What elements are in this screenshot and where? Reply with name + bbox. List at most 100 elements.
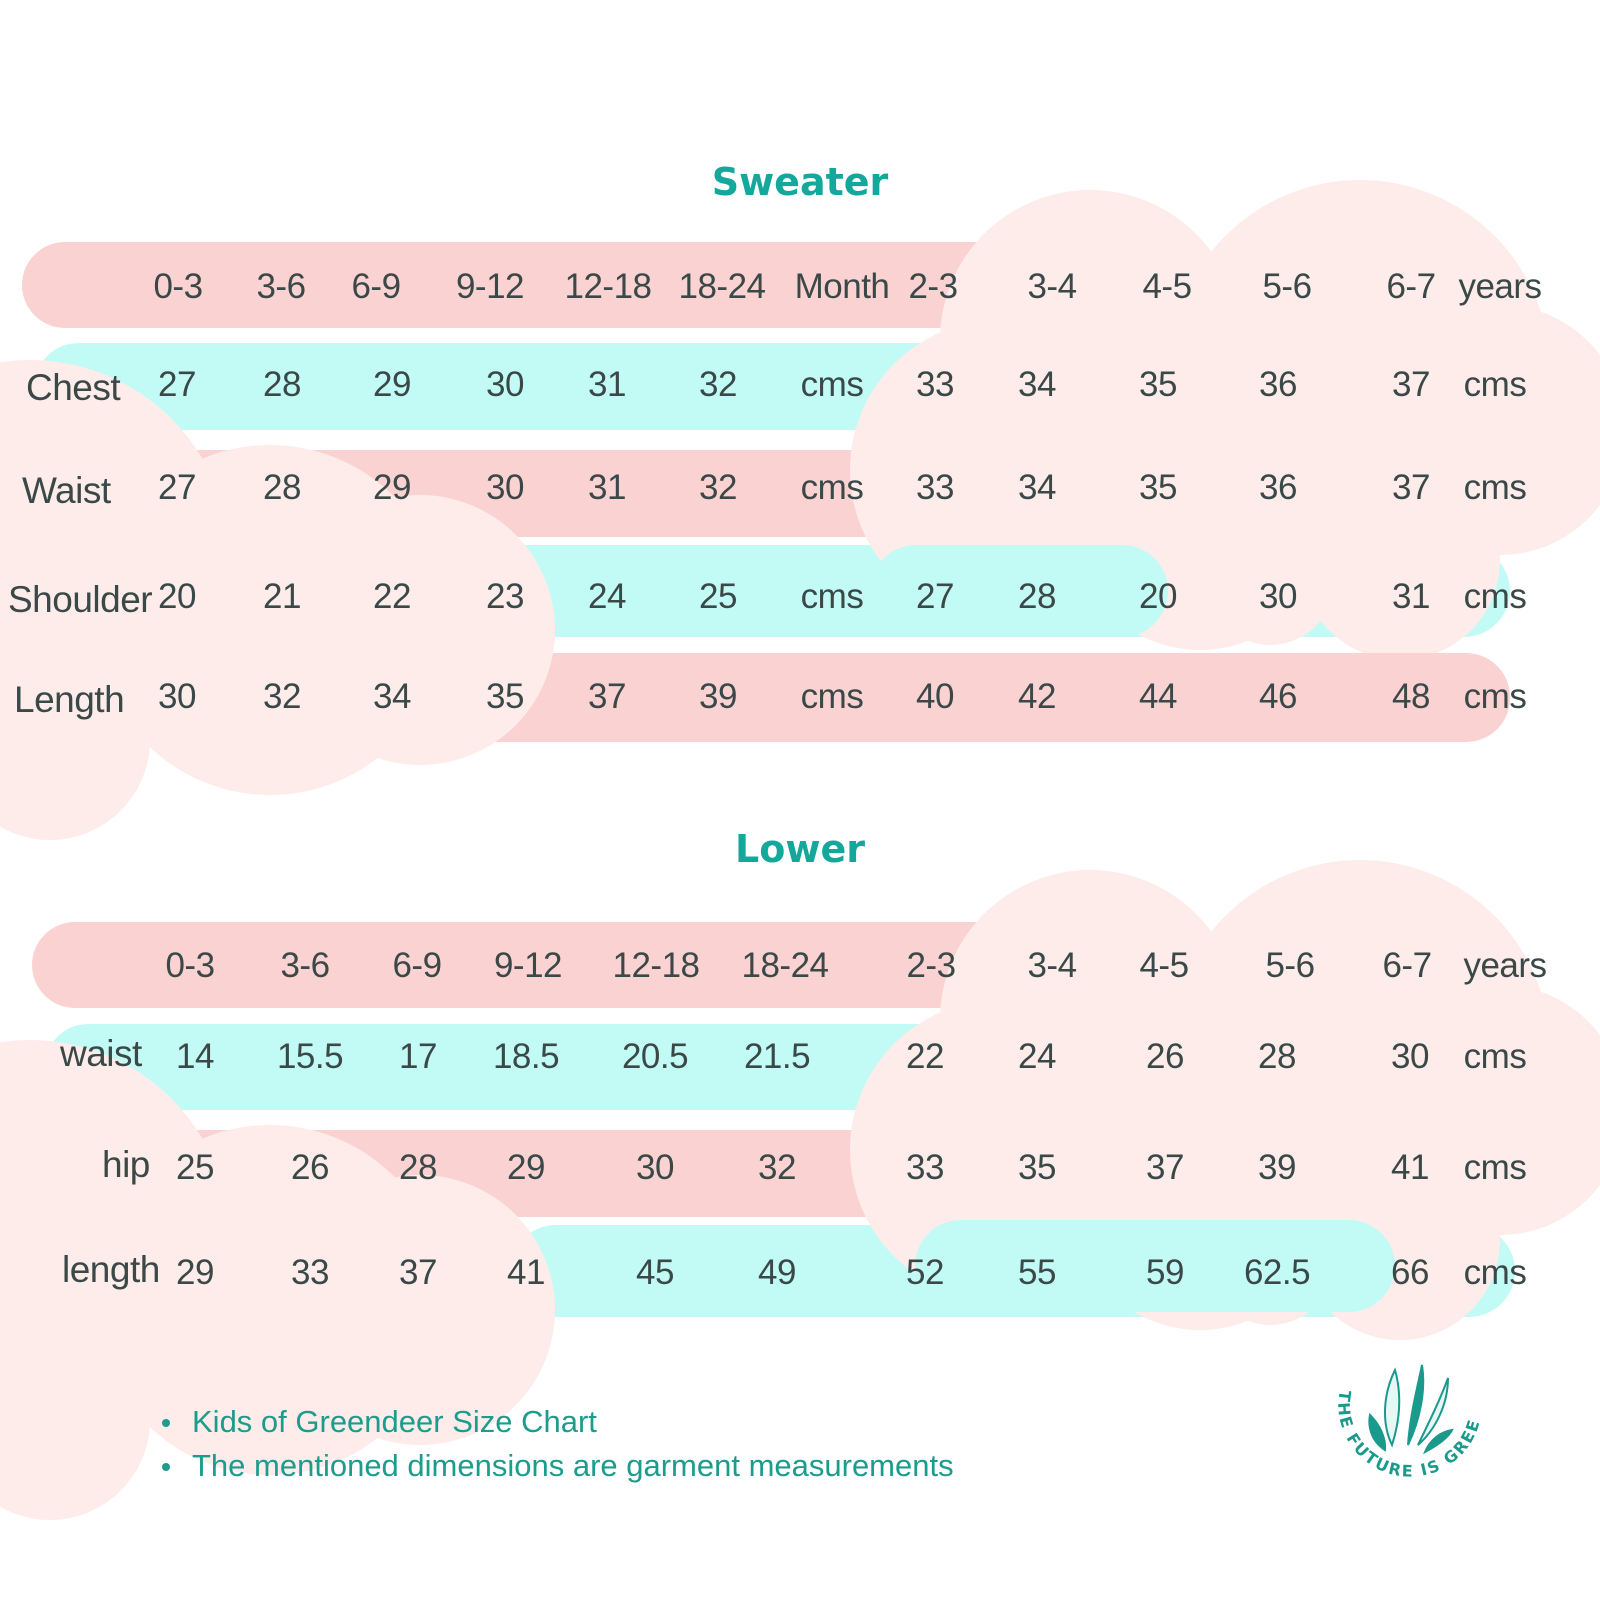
sweater-cell: cms [1463, 365, 1527, 404]
lower-cell: 30 [636, 1148, 674, 1187]
sweater-row-label: Waist [22, 470, 111, 511]
sweater-header-cell: 9-12 [455, 267, 525, 306]
sweater-cell: 21 [263, 577, 301, 616]
sweater-shoulder-band-front [870, 545, 1168, 637]
sweater-cell: 37 [1392, 365, 1430, 404]
sweater-cell: 28 [1018, 577, 1056, 616]
sweater-cell: 29 [373, 365, 411, 404]
sweater-header-cell: 6-9 [351, 267, 401, 306]
sweater-cell: 33 [916, 365, 954, 404]
lower-cell: 39 [1258, 1148, 1296, 1187]
lower-header-cell: 2-3 [906, 946, 956, 985]
lower-header-cell: 6-7 [1382, 946, 1432, 985]
sweater-cell: 34 [1018, 468, 1056, 507]
sweater-cell: cms [800, 577, 864, 616]
lower-cell: 59 [1146, 1253, 1184, 1292]
sweater-header-cell: 3-6 [256, 267, 306, 306]
lower-cell: 33 [906, 1148, 944, 1187]
sweater-cell: 36 [1259, 365, 1297, 404]
lower-cell: 45 [636, 1253, 674, 1292]
lower-header-cell: 3-6 [280, 946, 330, 985]
lower-header-cell: 12-18 [612, 946, 700, 985]
brand-logo: THE FUTURE IS GREEN [1330, 1360, 1484, 1481]
lower-cell: 17 [399, 1037, 437, 1076]
sweater-header-cell: 2-3 [908, 267, 958, 306]
cloud-shape [0, 1040, 555, 1520]
svg-text:THE FUTURE IS GREEN: THE FUTURE IS GREEN [1330, 1360, 1484, 1481]
sweater-cell: 29 [373, 468, 411, 507]
lower-header-cell: 3-4 [1027, 946, 1077, 985]
lower-cell: 25 [176, 1148, 214, 1187]
sweater-cell: cms [800, 365, 864, 404]
cloud-shape [0, 360, 555, 840]
sweater-header-cell: 12-18 [564, 267, 652, 306]
sweater-header-cell: 3-4 [1027, 267, 1077, 306]
sweater-header-cell: 18-24 [678, 267, 766, 306]
sweater-cell: 37 [588, 677, 626, 716]
lower-cell: 29 [176, 1253, 214, 1292]
sweater-cell: 40 [916, 677, 954, 716]
lower-title: Lower [735, 827, 865, 871]
lower-header-cell: 5-6 [1265, 946, 1315, 985]
sweater-cell: 20 [158, 577, 196, 616]
lower-cell: 32 [758, 1148, 796, 1187]
sweater-cell: cms [1463, 577, 1527, 616]
lower-cell: cms [1463, 1037, 1527, 1076]
lower-cell: 52 [906, 1253, 944, 1292]
sweater-cell: cms [800, 677, 864, 716]
sweater-cell: 37 [1392, 468, 1430, 507]
sweater-title: Sweater [711, 160, 889, 204]
sweater-cell: 34 [373, 677, 411, 716]
sweater-header-cell: 4-5 [1142, 267, 1192, 306]
lower-cell: 66 [1391, 1253, 1429, 1292]
lower-header-cell: 9-12 [493, 946, 563, 985]
cloud-shape [850, 860, 1600, 1340]
lower-cell: 20.5 [621, 1037, 689, 1076]
lower-cell: 29 [507, 1148, 545, 1187]
note-item: The mentioned dimensions are garment mea… [160, 1444, 954, 1488]
sweater-row-label: Length [14, 679, 125, 720]
sweater-cell: 31 [588, 468, 626, 507]
sweater-cell: 25 [699, 577, 737, 616]
sweater-header-cell: 5-6 [1262, 267, 1312, 306]
sweater-cell: 36 [1259, 468, 1297, 507]
lower-header-cell: 18-24 [741, 946, 829, 985]
sweater-cell: 30 [486, 468, 524, 507]
sweater-cell: 30 [1259, 577, 1297, 616]
lower-header-cell: 6-9 [392, 946, 442, 985]
sweater-cell: 32 [699, 468, 737, 507]
lower-row-label: length [62, 1249, 160, 1290]
sweater-cell: 22 [373, 577, 411, 616]
sweater-cell: 24 [588, 577, 626, 616]
sweater-cell: 32 [263, 677, 301, 716]
sweater-cell: 27 [916, 577, 954, 616]
sweater-cell: 35 [1139, 468, 1177, 507]
sweater-cell: 27 [158, 365, 196, 404]
sweater-row-label: Shoulder [8, 579, 153, 620]
lower-cell: 21.5 [743, 1037, 811, 1076]
sweater-cell: 30 [486, 365, 524, 404]
lower-cell: 41 [507, 1253, 545, 1292]
lower-row-label: waist [60, 1033, 142, 1074]
lower-cell: 37 [1146, 1148, 1184, 1187]
sweater-cell: cms [1463, 468, 1527, 507]
sweater-header-band [22, 242, 1122, 328]
sweater-cell: 34 [1018, 365, 1056, 404]
lower-cell: 49 [758, 1253, 796, 1292]
lower-cell: 55 [1018, 1253, 1056, 1292]
lower-header-cell: years [1463, 946, 1547, 985]
lower-cell: 26 [291, 1148, 329, 1187]
lower-row-label: hip [102, 1144, 150, 1185]
sweater-chest-band [35, 343, 1035, 430]
sweater-length-band [410, 653, 1510, 742]
lower-cell: 14 [176, 1037, 214, 1076]
sweater-cell: 46 [1259, 677, 1297, 716]
lower-cell: cms [1463, 1148, 1527, 1187]
sweater-cell: 35 [1139, 365, 1177, 404]
note-item: Kids of Greendeer Size Chart [160, 1400, 954, 1444]
sweater-header-cell: 6-7 [1386, 267, 1436, 306]
lower-waist-band [45, 1024, 1045, 1110]
lower-cell: 28 [399, 1148, 437, 1187]
sweater-header-cell: 0-3 [153, 267, 203, 306]
